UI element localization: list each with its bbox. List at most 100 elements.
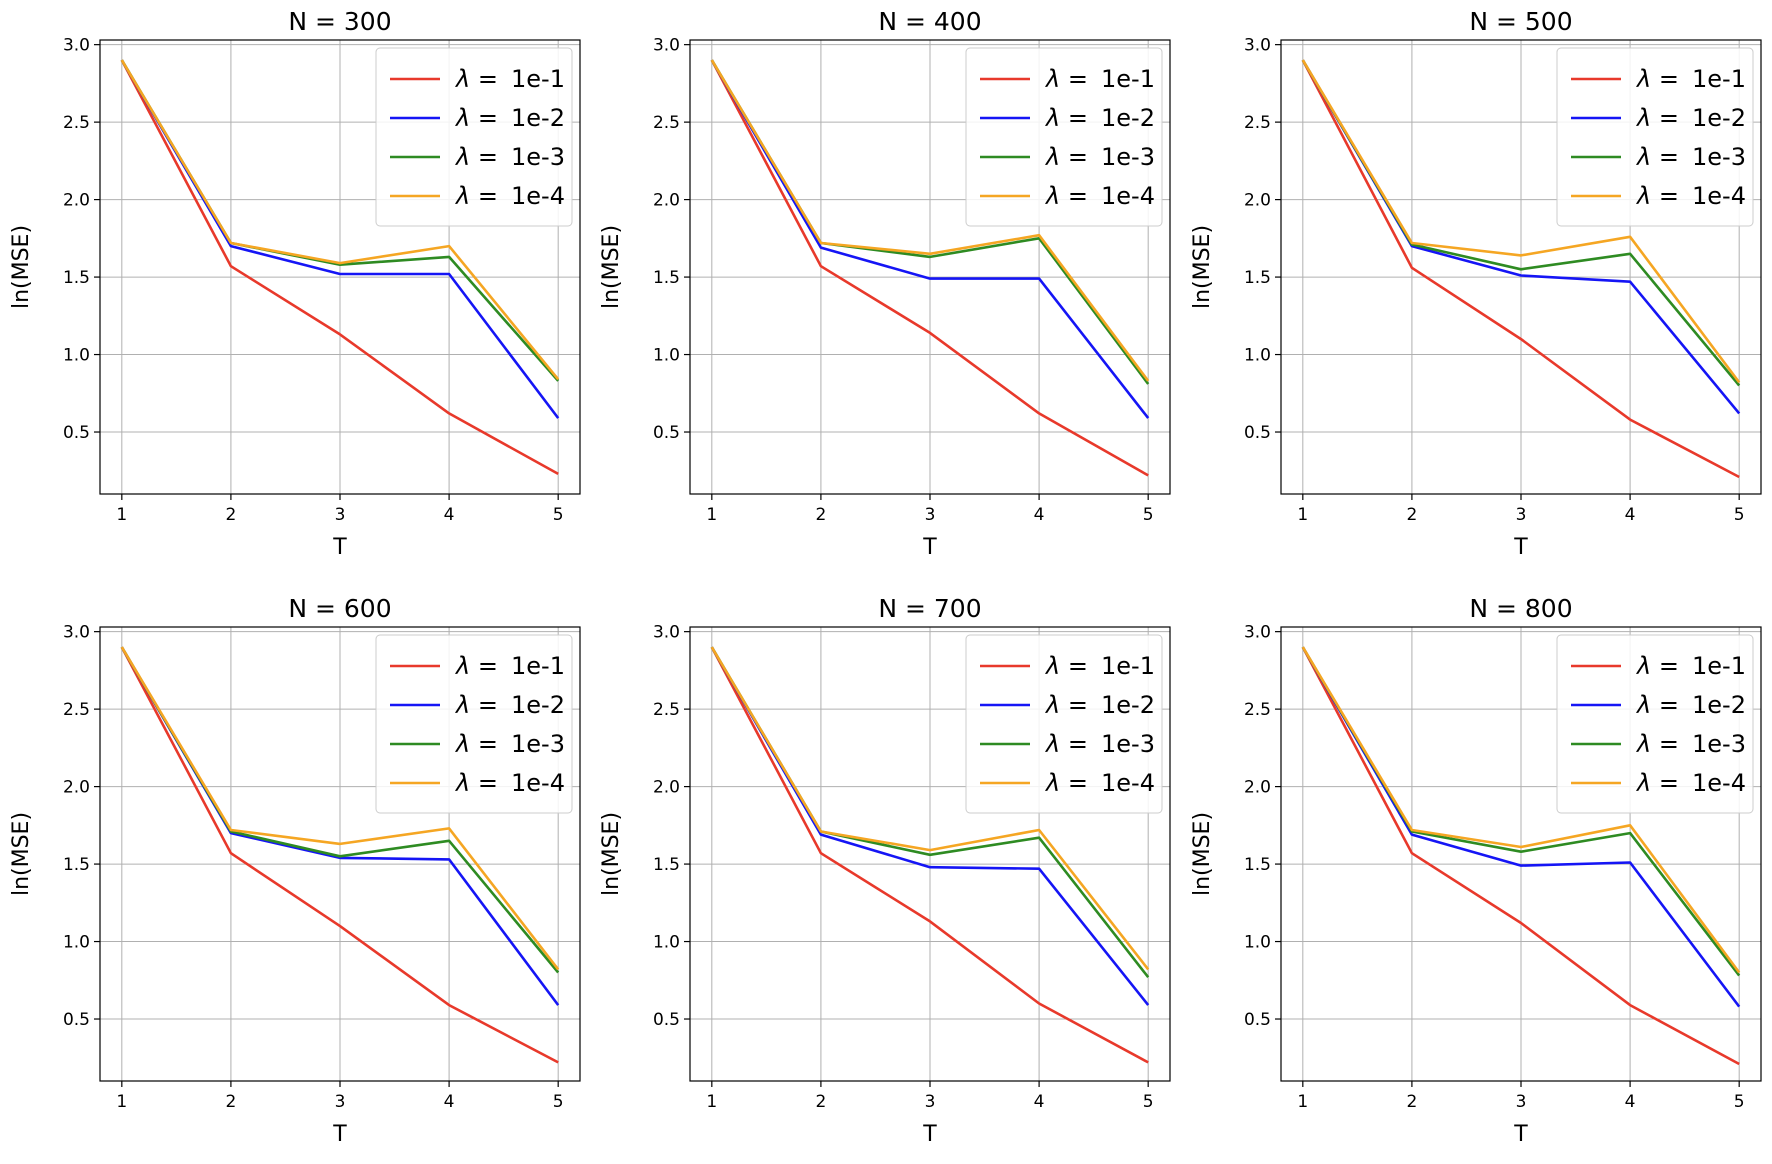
y-tick-label: 2.0 xyxy=(653,191,680,211)
y-tick-label: 0.5 xyxy=(63,423,90,443)
legend-label: 1e-1 xyxy=(511,65,565,93)
legend-box xyxy=(375,634,573,814)
legend-label: 1e-2 xyxy=(1692,691,1746,719)
x-tick-label: 1 xyxy=(116,1092,127,1112)
legend-lambda-symbol: λ = xyxy=(1635,104,1679,132)
subplot-4: 1 2 3 4 5 0.5 1.0 1.5 2.0 2.5 3.0 N = 600 Tln(MSE) λ … xyxy=(9,594,581,1147)
y-tick-label: 0.5 xyxy=(63,1010,90,1030)
x-tick-label: 2 xyxy=(815,505,826,525)
y-tick-label: 1.0 xyxy=(1244,933,1271,953)
x-tick-label: 1 xyxy=(706,1092,717,1112)
legend-label: 1e-3 xyxy=(511,143,565,171)
y-tick-label: 1.5 xyxy=(653,268,680,288)
y-tick-label: 1.5 xyxy=(1244,268,1271,288)
legend-label: 1e-4 xyxy=(1101,769,1155,797)
legend-box xyxy=(1556,47,1754,227)
x-tick-label: 4 xyxy=(1625,1092,1636,1112)
y-tick-label: 2.5 xyxy=(63,113,90,133)
series-line-1e-1 xyxy=(120,59,559,476)
legend-lambda-symbol: λ = xyxy=(1044,104,1088,132)
legend-lambda-symbol: λ = xyxy=(1635,730,1679,758)
series-line-1e-4 xyxy=(1301,59,1741,384)
legend-label: 1e-4 xyxy=(1692,182,1746,210)
legend-label: 1e-4 xyxy=(1692,769,1746,797)
legend-box xyxy=(1556,634,1754,814)
x-tick-label: 5 xyxy=(1143,1092,1154,1112)
legend-label: 1e-3 xyxy=(1692,143,1746,171)
series-line-1e-4 xyxy=(710,646,1150,971)
legend-lambda-symbol: λ = xyxy=(454,769,498,797)
legend-label: 1e-1 xyxy=(1692,65,1746,93)
legend-lambda-symbol: λ = xyxy=(1635,65,1679,93)
subplot-title: N = 700 xyxy=(878,594,981,623)
legend-label: 1e-4 xyxy=(511,769,565,797)
legend-lambda-symbol: λ = xyxy=(1635,652,1679,680)
x-axis-label: T xyxy=(332,535,347,560)
y-tick-label: 1.5 xyxy=(63,855,90,875)
x-axis-label: T xyxy=(332,1122,347,1147)
legend-label: 1e-2 xyxy=(1101,104,1155,132)
legend-lambda-symbol: λ = xyxy=(454,143,498,171)
x-tick-label: 3 xyxy=(1516,505,1527,525)
x-tick-label: 1 xyxy=(1297,1092,1308,1112)
x-tick-label: 5 xyxy=(1734,505,1745,525)
x-axis-label: T xyxy=(922,535,937,560)
legend-lambda-symbol: λ = xyxy=(454,104,498,132)
subplot-1: 1 2 3 4 5 0.5 1.0 1.5 2.0 2.5 3.0 N = 300 Tln(MSE) λ … xyxy=(9,7,581,560)
x-axis-label: T xyxy=(1513,535,1528,560)
subplot-title: N = 600 xyxy=(288,594,391,623)
legend-lambda-symbol: λ = xyxy=(1635,691,1679,719)
y-axis-label: ln(MSE) xyxy=(9,225,34,309)
y-tick-label: 0.5 xyxy=(1244,1010,1271,1030)
y-tick-label: 2.0 xyxy=(1244,778,1271,798)
x-tick-label: 4 xyxy=(444,505,455,525)
legend-label: 1e-3 xyxy=(511,730,565,758)
y-tick-label: 2.5 xyxy=(63,700,90,720)
legend-label: 1e-4 xyxy=(1101,182,1155,210)
legend-lambda-symbol: λ = xyxy=(1044,730,1088,758)
y-tick-label: 1.0 xyxy=(63,933,90,953)
y-axis-label: ln(MSE) xyxy=(9,812,34,896)
y-tick-label: 1.0 xyxy=(653,933,680,953)
x-tick-label: 5 xyxy=(553,1092,564,1112)
x-tick-label: 1 xyxy=(1297,505,1308,525)
series-line-1e-1 xyxy=(120,646,559,1064)
x-tick-label: 2 xyxy=(1406,1092,1417,1112)
x-tick-label: 3 xyxy=(1516,1092,1527,1112)
legend-label: 1e-4 xyxy=(511,182,565,210)
x-tick-label: 3 xyxy=(925,1092,936,1112)
legend-label: 1e-2 xyxy=(1101,691,1155,719)
y-tick-label: 2.0 xyxy=(1244,191,1271,211)
x-tick-label: 5 xyxy=(1734,1092,1745,1112)
y-tick-label: 0.5 xyxy=(1244,423,1271,443)
legend-label: 1e-1 xyxy=(1101,65,1155,93)
y-axis-label: ln(MSE) xyxy=(1190,812,1215,896)
x-tick-label: 1 xyxy=(116,505,127,525)
subplot-title: N = 400 xyxy=(878,7,981,36)
legend-lambda-symbol: λ = xyxy=(454,691,498,719)
legend-label: 1e-1 xyxy=(1101,652,1155,680)
x-axis-label: T xyxy=(1513,1122,1528,1147)
legend-box xyxy=(965,47,1163,227)
x-tick-label: 2 xyxy=(1406,505,1417,525)
subplot-5: 1 2 3 4 5 0.5 1.0 1.5 2.0 2.5 3.0 N = 700 Tln(MSE) λ … xyxy=(599,594,1171,1147)
series-line-1e-4 xyxy=(1301,646,1741,974)
legend-box xyxy=(375,47,573,227)
series-line-1e-1 xyxy=(710,59,1149,477)
subplot-title: N = 500 xyxy=(1469,7,1572,36)
legend-box xyxy=(965,634,1163,814)
series-line-1e-1 xyxy=(1301,59,1740,479)
y-tick-label: 0.5 xyxy=(653,1010,680,1030)
series-line-1e-2 xyxy=(710,59,1150,419)
legend-lambda-symbol: λ = xyxy=(454,652,498,680)
series-line-1e-1 xyxy=(710,646,1149,1064)
x-tick-label: 3 xyxy=(925,505,936,525)
subplot-2: 1 2 3 4 5 0.5 1.0 1.5 2.0 2.5 3.0 N = 400 Tln(MSE) λ … xyxy=(599,7,1171,560)
legend-label: 1e-3 xyxy=(1692,730,1746,758)
legend-lambda-symbol: λ = xyxy=(1044,691,1088,719)
legend-lambda-symbol: λ = xyxy=(1044,143,1088,171)
x-tick-label: 3 xyxy=(335,1092,346,1112)
legend-lambda-symbol: λ = xyxy=(1044,769,1088,797)
x-tick-label: 2 xyxy=(815,1092,826,1112)
